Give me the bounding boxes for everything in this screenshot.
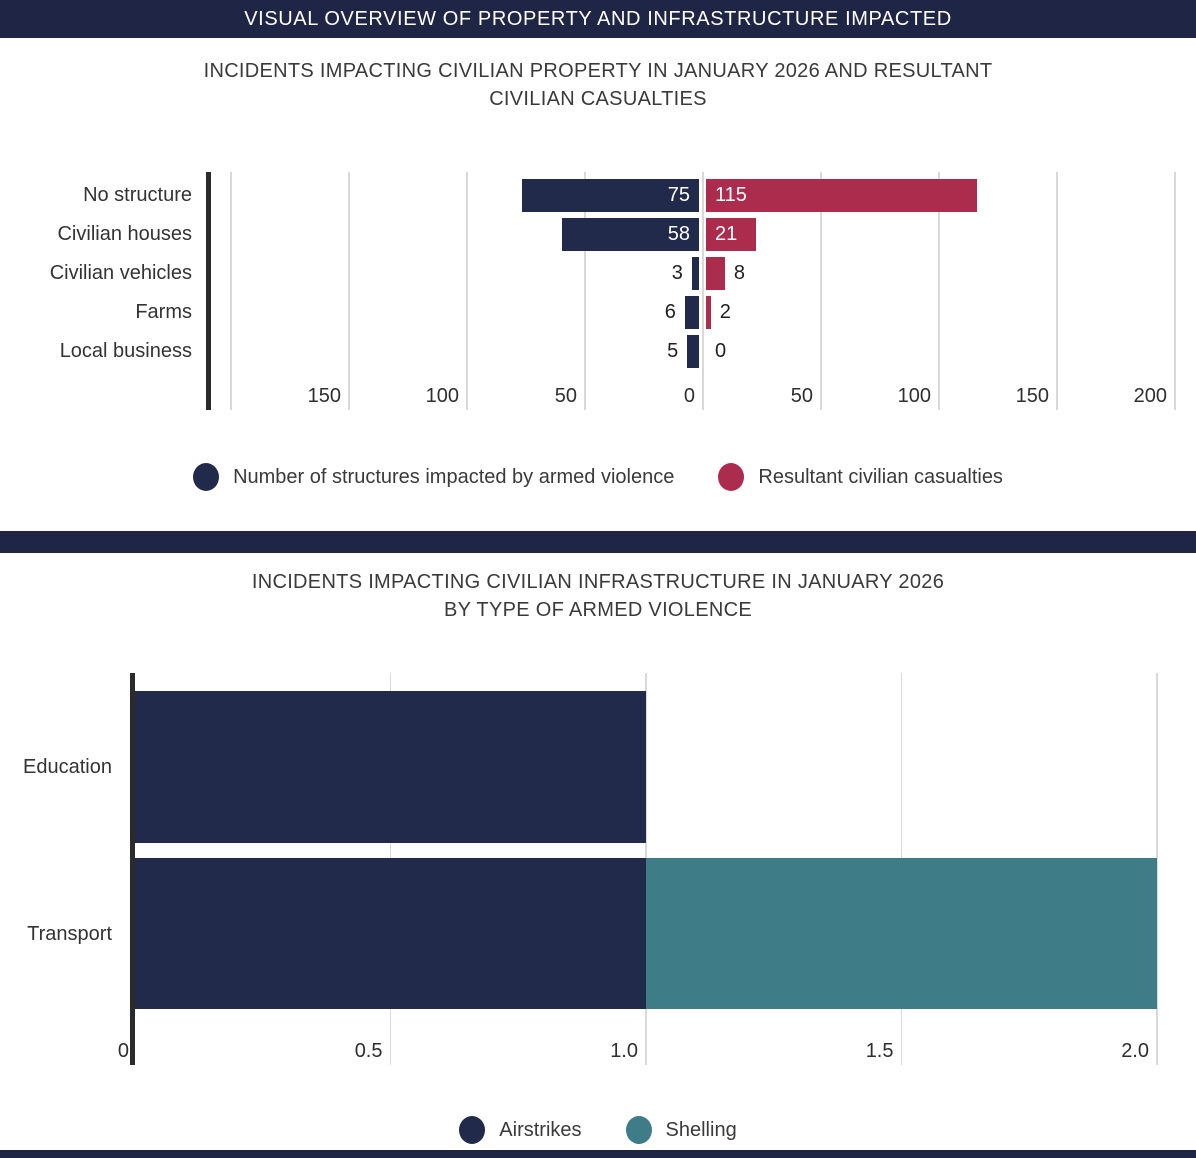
x-tick-label: 150	[307, 385, 341, 407]
chart1-title: INCIDENTS IMPACTING CIVILIAN PROPERTY IN…	[0, 57, 1196, 113]
value-label-structures: 75	[667, 183, 690, 206]
bar-airstrikes	[135, 691, 646, 843]
bar-casualties	[706, 217, 756, 251]
gridline	[466, 172, 468, 410]
category-label: Civilian houses	[57, 223, 192, 245]
gridline	[230, 172, 232, 410]
x-tick-label: 0	[683, 385, 695, 407]
category-label: Farms	[135, 301, 192, 323]
category-label: Civilian vehicles	[49, 262, 192, 284]
gridline	[900, 673, 902, 1065]
chart1-title-line1: INCIDENTS IMPACTING CIVILIAN PROPERTY IN…	[203, 60, 993, 82]
chart1-title-line2: CIVILIAN CASUALTIES	[489, 88, 707, 110]
legend-label: Airstrikes	[499, 1118, 582, 1141]
value-label-casualties: 115	[715, 183, 747, 206]
x-tick-label: 200	[1133, 385, 1167, 407]
category-label: Transport	[27, 923, 112, 945]
bar-casualties	[706, 295, 711, 329]
gridline	[1174, 172, 1176, 410]
legend-swatch-icon	[718, 463, 745, 491]
value-label-structures: 58	[667, 222, 690, 245]
legend-swatch-icon	[193, 463, 220, 491]
category-label: Local business	[59, 340, 192, 362]
chart2-title: INCIDENTS IMPACTING CIVILIAN INFRASTRUCT…	[0, 568, 1196, 624]
bar-casualties	[706, 256, 725, 290]
divider-band	[0, 531, 1196, 553]
value-label-casualties: 8	[733, 261, 745, 284]
legend-item: Shelling	[625, 1116, 737, 1144]
x-tick-label: 0.5	[354, 1040, 383, 1062]
chart1-legend: Number of structures impacted by armed v…	[0, 458, 1196, 496]
legend-label: Shelling	[665, 1118, 737, 1141]
gridline	[389, 673, 391, 1065]
bar-shelling	[646, 858, 1157, 1009]
header-band: VISUAL OVERVIEW OF PROPERTY AND INFRASTR…	[0, 0, 1196, 38]
legend-swatch-icon	[459, 1116, 486, 1144]
gridline	[645, 673, 647, 1065]
bar-airstrikes	[135, 858, 646, 1009]
bar-structures	[691, 256, 699, 290]
gridline	[1156, 673, 1158, 1065]
gridline	[702, 172, 704, 410]
gridline	[820, 172, 822, 410]
value-label-casualties: 0	[715, 339, 727, 362]
chart2-title-line1: INCIDENTS IMPACTING CIVILIAN INFRASTRUCT…	[251, 571, 945, 593]
x-tick-label: 0	[117, 1040, 129, 1062]
x-tick-label: 1.0	[610, 1040, 638, 1062]
gridline	[348, 172, 350, 410]
x-tick-label: 50	[790, 385, 813, 407]
x-tick-label: 50	[554, 385, 577, 407]
x-tick-label: 1.5	[865, 1040, 894, 1062]
page-title: VISUAL OVERVIEW OF PROPERTY AND INFRASTR…	[244, 7, 952, 30]
legend-swatch-icon	[625, 1116, 652, 1144]
legend-item: Number of structures impacted by armed v…	[193, 463, 674, 491]
value-label-structures: 3	[671, 261, 683, 284]
gridline	[938, 172, 940, 410]
legend-item: Airstrikes	[459, 1116, 582, 1144]
x-tick-label: 100	[425, 385, 459, 407]
bar-structures	[687, 334, 699, 368]
bar-structures	[562, 217, 699, 251]
value-label-casualties: 2	[719, 300, 731, 323]
legend-label: Number of structures impacted by armed v…	[233, 465, 675, 488]
value-label-structures: 6	[664, 300, 676, 323]
gridline	[1056, 172, 1058, 410]
category-label: No structure	[83, 184, 192, 206]
bar-casualties	[706, 178, 978, 212]
category-label: Education	[23, 756, 112, 778]
legend-label: Resultant civilian casualties	[758, 465, 1003, 488]
legend-item: Resultant civilian casualties	[718, 463, 1003, 491]
value-label-casualties: 21	[715, 222, 738, 245]
x-tick-label: 2.0	[1121, 1040, 1149, 1062]
chart2-legend: Airstrikes Shelling	[0, 1110, 1196, 1150]
chart2-title-line2: BY TYPE OF ARMED VIOLENCE	[444, 599, 752, 621]
footer-band	[0, 1150, 1196, 1158]
y-axis-line	[130, 673, 135, 1065]
bar-structures	[684, 295, 699, 329]
value-label-structures: 5	[667, 339, 679, 362]
x-tick-label: 100	[897, 385, 931, 407]
y-axis-line	[206, 172, 211, 410]
x-tick-label: 150	[1015, 385, 1049, 407]
gridline	[584, 172, 586, 410]
bar-structures	[522, 178, 699, 212]
